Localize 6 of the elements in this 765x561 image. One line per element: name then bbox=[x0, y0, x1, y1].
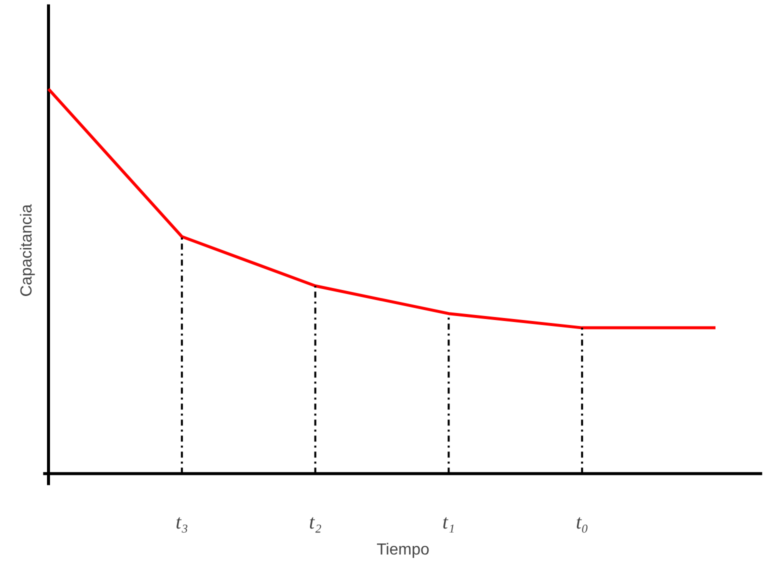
y-axis-title: Capacitancia bbox=[18, 204, 36, 297]
x-tick-label: t₁ bbox=[442, 512, 455, 534]
x-tick-label: t₀ bbox=[576, 512, 588, 534]
x-tick-label: t₃ bbox=[176, 512, 188, 534]
x-tick-label: t₂ bbox=[309, 512, 322, 534]
x-axis-title: Tiempo bbox=[376, 542, 430, 558]
